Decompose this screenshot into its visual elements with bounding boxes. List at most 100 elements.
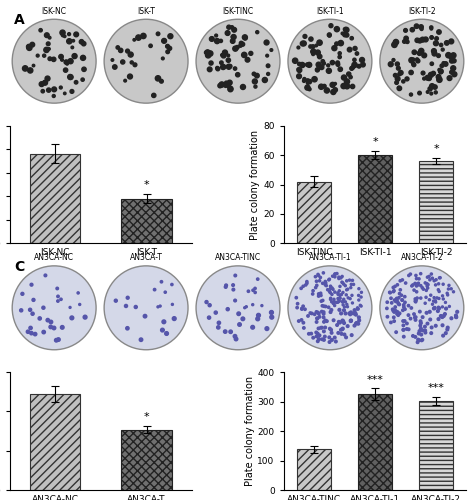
Point — [401, 317, 408, 325]
Point — [164, 48, 171, 56]
Point — [217, 37, 225, 45]
Point — [402, 26, 409, 34]
Point — [25, 43, 33, 51]
Point — [307, 309, 314, 317]
Point — [409, 281, 416, 289]
Point — [66, 38, 73, 46]
Point — [440, 59, 447, 67]
Point — [443, 39, 451, 47]
Point — [444, 326, 451, 334]
Point — [225, 82, 232, 90]
Point — [293, 304, 301, 312]
Point — [40, 304, 47, 312]
Text: *: * — [144, 180, 149, 190]
Point — [338, 30, 346, 38]
Point — [318, 336, 326, 344]
Point — [301, 32, 309, 40]
Point — [28, 329, 35, 337]
Text: B: B — [14, 129, 25, 143]
Point — [341, 282, 349, 290]
Point — [417, 319, 425, 327]
Point — [334, 298, 341, 306]
Point — [390, 288, 397, 296]
Point — [298, 61, 306, 69]
Point — [213, 64, 221, 72]
Title: AN3CA-TINC: AN3CA-TINC — [215, 254, 261, 262]
Point — [268, 308, 275, 316]
Point — [447, 285, 455, 293]
Point — [428, 33, 436, 41]
Point — [386, 288, 394, 296]
Point — [328, 329, 336, 337]
Point — [242, 302, 250, 310]
Point — [334, 59, 341, 67]
Point — [448, 68, 456, 76]
Point — [227, 85, 234, 93]
Point — [348, 64, 356, 72]
Point — [331, 86, 339, 94]
Point — [309, 286, 317, 294]
Point — [417, 282, 425, 290]
Point — [263, 52, 271, 60]
Point — [78, 38, 85, 46]
Point — [68, 314, 76, 322]
Point — [348, 292, 356, 300]
Bar — [298, 182, 331, 244]
Point — [255, 312, 262, 320]
Point — [395, 310, 403, 318]
Point — [417, 270, 425, 278]
Point — [437, 312, 445, 320]
Point — [304, 312, 312, 320]
Point — [337, 39, 345, 47]
Point — [52, 336, 60, 344]
Point — [335, 298, 342, 306]
Point — [427, 90, 435, 98]
Point — [245, 287, 252, 295]
Point — [26, 306, 34, 314]
Point — [437, 67, 445, 75]
Point — [309, 48, 317, 56]
Point — [214, 65, 222, 73]
Point — [298, 305, 306, 313]
Point — [156, 302, 164, 310]
Point — [264, 62, 272, 70]
Point — [394, 281, 401, 289]
Point — [387, 294, 395, 302]
Point — [346, 276, 353, 284]
Point — [292, 294, 300, 302]
Point — [204, 48, 211, 56]
Point — [327, 308, 334, 316]
Point — [229, 281, 237, 289]
Point — [47, 323, 55, 331]
Point — [319, 58, 327, 66]
Point — [414, 57, 422, 65]
Point — [403, 320, 411, 328]
Point — [304, 60, 311, 68]
Point — [46, 34, 53, 42]
Point — [402, 279, 409, 287]
Point — [435, 52, 442, 60]
Text: ***: *** — [427, 383, 445, 393]
Point — [347, 316, 355, 324]
Point — [313, 314, 321, 322]
Point — [45, 45, 53, 53]
Circle shape — [12, 20, 96, 103]
Point — [226, 78, 234, 86]
Point — [300, 40, 307, 48]
Point — [27, 66, 34, 74]
Point — [79, 76, 87, 84]
Point — [436, 274, 444, 281]
Point — [299, 40, 307, 48]
Point — [309, 42, 317, 50]
Point — [340, 82, 347, 90]
Point — [409, 60, 417, 68]
Point — [309, 334, 317, 342]
Point — [229, 286, 237, 294]
Point — [306, 78, 313, 86]
Bar — [121, 430, 172, 490]
Point — [313, 318, 320, 326]
Point — [317, 83, 325, 91]
Point — [414, 336, 422, 344]
Point — [158, 78, 165, 86]
Point — [347, 316, 355, 324]
